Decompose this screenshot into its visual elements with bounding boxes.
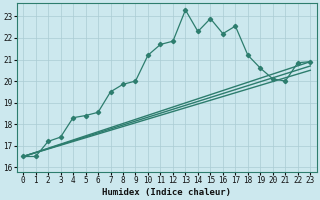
X-axis label: Humidex (Indice chaleur): Humidex (Indice chaleur) (102, 188, 231, 197)
